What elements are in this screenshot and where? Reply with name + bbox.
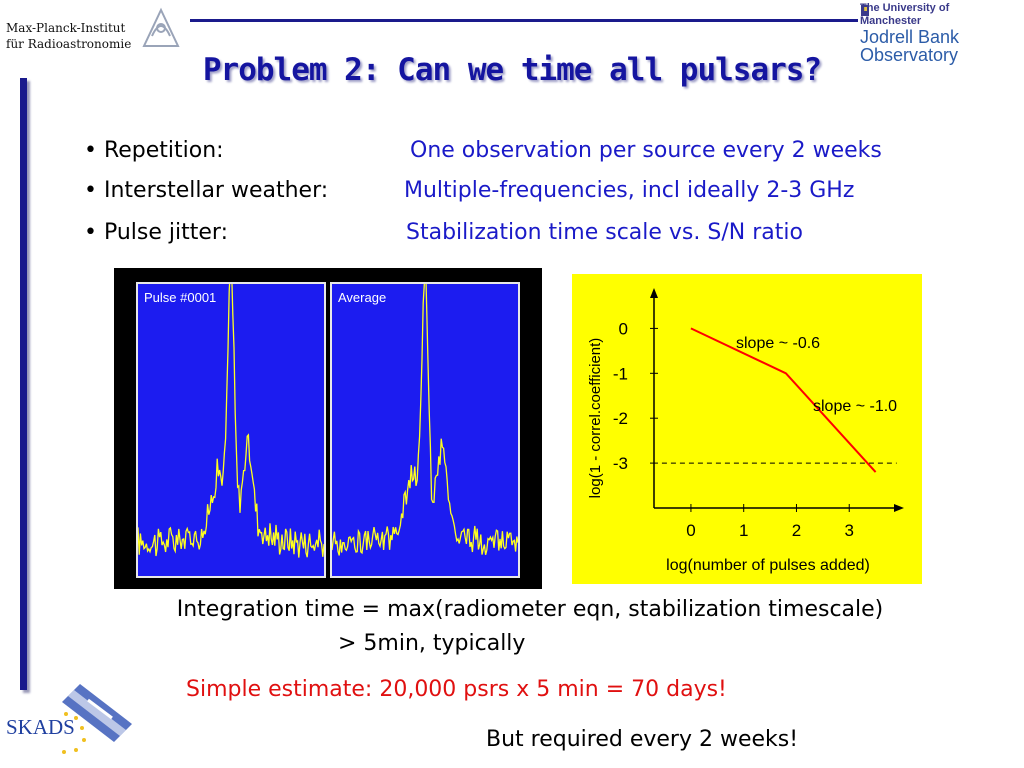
bullet-repetition-label: • Repetition: [84, 138, 224, 163]
bullet-weather-value: Multiple-frequencies, incl ideally 2-3 G… [404, 178, 855, 203]
simple-estimate-text: Simple estimate: 20,000 psrs x 5 min = 7… [186, 677, 727, 702]
university-name: The University of Manchester [860, 2, 950, 27]
required-text: But required every 2 weeks! [486, 727, 799, 752]
x-tick-label: 0 [686, 521, 695, 540]
jodrell-bank-logo: The University of Manchester Jodrell Ban… [860, 2, 1010, 64]
average-pulse-plot: Average [330, 282, 520, 578]
slide-title: Problem 2: Can we time all pulsars? [202, 52, 822, 88]
y-axis-label: log(1 - correl.coefficient) [587, 338, 604, 499]
single-pulse-label: Pulse #0001 [144, 290, 217, 305]
single-pulse-plot: Pulse #0001 [136, 282, 326, 578]
x-tick-label: 2 [792, 521, 801, 540]
y-tick-label: 0 [619, 319, 628, 338]
integration-time-text: Integration time = max(radiometer eqn, s… [176, 597, 884, 622]
single-pulse-trace [138, 284, 324, 558]
jitter-chart: 0 1 2 3 0 -1 -2 -3 slope ~ -0.6 slope ~ -1.0 log(n… [572, 274, 922, 584]
slope-annotation-1: slope ~ -0.6 [736, 335, 820, 352]
x-tick-label: 3 [844, 521, 853, 540]
skads-checker-icon [62, 684, 132, 742]
average-pulse-trace [332, 284, 518, 556]
typical-time-text: > 5min, typically [338, 631, 526, 656]
institute-line1: Max-Planck-Institut [6, 21, 126, 35]
bullet-weather-label: • Interstellar weather: [84, 178, 329, 203]
skads-wordmark: SKADS [6, 715, 75, 739]
average-pulse-label: Average [338, 290, 387, 305]
series-line [690, 327, 877, 473]
institute-line2: für Radioastronomie [6, 37, 132, 51]
mpifr-logo-text: Max-Planck-Institut für Radioastronomie [6, 20, 131, 52]
bullet-repetition-value: One observation per source every 2 weeks [410, 138, 882, 163]
y-tick-label: -1 [613, 364, 628, 383]
observatory-line1: Jodrell Bank [860, 27, 960, 47]
skads-logo: SKADS [6, 684, 132, 754]
mpg-minerva-icon [142, 7, 180, 47]
y-tick-label: -2 [613, 409, 628, 428]
observatory-line2: Observatory [860, 45, 959, 65]
bullet-jitter-label: • Pulse jitter: [84, 220, 228, 245]
x-axis-label: log(number of pulses added) [666, 557, 870, 574]
header-rule [190, 19, 858, 22]
eu-stars-icon [62, 712, 86, 754]
slope-annotation-2: slope ~ -1.0 [813, 398, 897, 415]
y-tick-label: -3 [613, 454, 628, 473]
x-tick-label: 1 [739, 521, 748, 540]
left-vertical-rule [20, 78, 27, 690]
pulse-profile-panel: Pulse #0001 Average [114, 268, 542, 589]
bullet-jitter-value: Stabilization time scale vs. S/N ratio [406, 220, 803, 245]
manchester-crest-icon [861, 5, 869, 16]
y-axis-arrow-icon [650, 288, 658, 298]
x-axis-arrow-icon [894, 504, 904, 512]
